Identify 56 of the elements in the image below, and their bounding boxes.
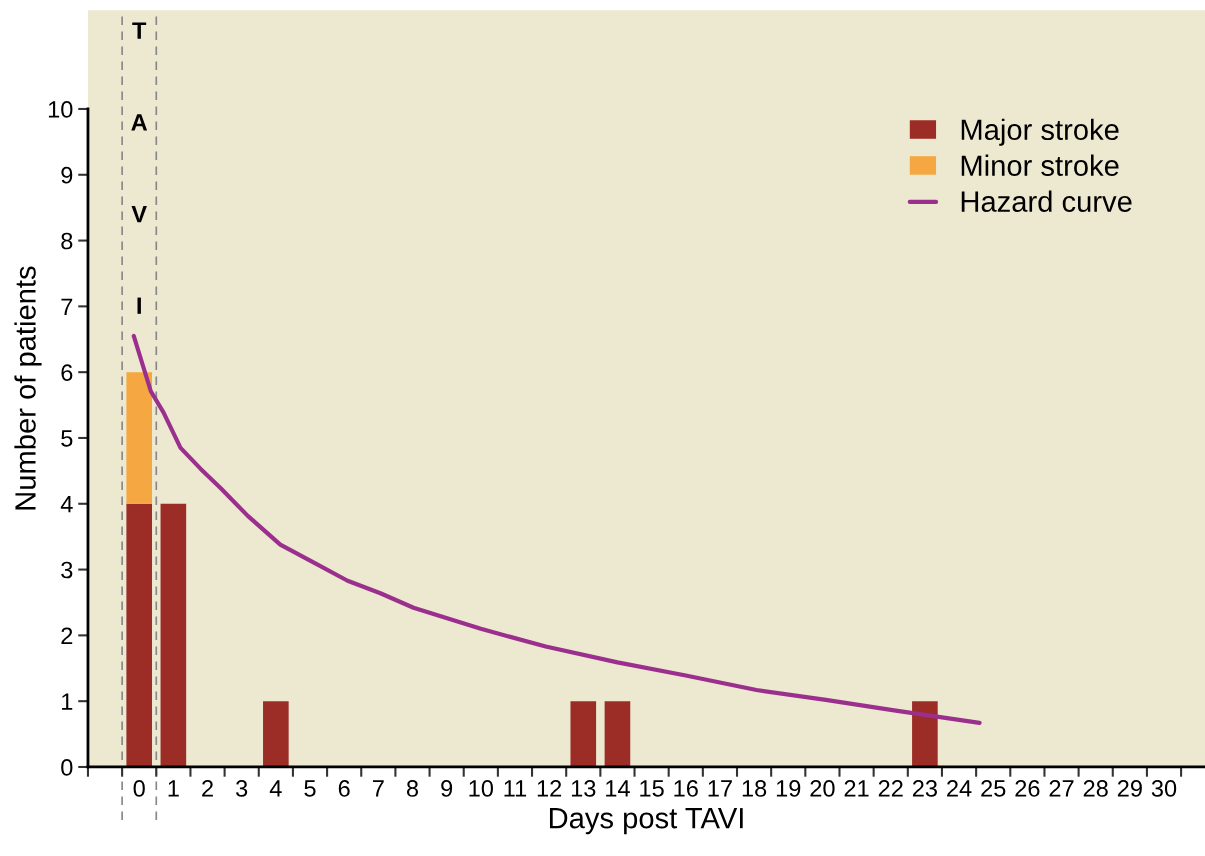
x-tick-label: 23: [912, 780, 937, 797]
x-tick-label: 11: [504, 780, 527, 797]
bar: [160, 503, 187, 767]
x-tick-label: 22: [878, 780, 903, 797]
x-tick-label: 10: [469, 780, 494, 797]
bar: [570, 701, 597, 767]
x-tick-label: 21: [844, 780, 869, 797]
y-tick-label: 6: [61, 364, 73, 381]
y-axis-title: Number of patients: [14, 266, 42, 510]
x-tick-label: 16: [674, 780, 698, 797]
y-tick-label: 0: [61, 759, 73, 776]
y-tick-label: 10: [48, 101, 73, 118]
x-tick-label: 30: [1151, 780, 1177, 797]
x-tick-label: 18: [742, 780, 767, 797]
y-tick-label: 4: [60, 496, 73, 513]
y-tick-label: 5: [61, 430, 73, 447]
y-tick-label: 9: [61, 166, 73, 184]
legend-label: Minor stroke: [961, 154, 1119, 177]
x-tick-label: 12: [537, 780, 562, 797]
x-tick-label: 27: [1049, 780, 1074, 797]
bar: [912, 701, 938, 767]
x-tick-label: 1: [168, 780, 179, 797]
x-tick-label: 4: [269, 780, 282, 797]
x-tick-label: 15: [640, 780, 664, 797]
x-tick-label: 8: [406, 780, 419, 797]
y-tick-label: 3: [61, 561, 73, 579]
x-tick-label: 6: [338, 780, 350, 797]
x-tick-label: 5: [304, 780, 316, 797]
bar: [604, 701, 631, 767]
bar: [263, 701, 289, 767]
line-series: [131, 333, 982, 725]
x-axis-title: Days post TAVI: [549, 808, 743, 835]
x-tick-label: 3: [236, 780, 248, 797]
x-tick-label: 20: [810, 780, 835, 797]
x-tick-label: 29: [1117, 780, 1142, 797]
x-tick-label: 0: [133, 780, 145, 797]
y-tick-label: 1: [62, 693, 73, 710]
y-tick-label: 8: [61, 232, 73, 250]
text: TAVI: [131, 22, 148, 314]
bar: [126, 372, 153, 504]
x-tick-label: 2: [202, 780, 213, 797]
x-tick-label: 26: [1015, 780, 1040, 797]
x-tick-label: 7: [372, 780, 384, 797]
legend-label: Major stroke: [961, 118, 1119, 146]
x-tick-label: 25: [981, 780, 1006, 797]
x-tick-label: 17: [708, 780, 732, 797]
legend-label: Hazard curve: [961, 190, 1132, 212]
x-tick-label: 13: [571, 780, 596, 797]
y-tick-label: 7: [61, 298, 73, 315]
y-tick-label: 2: [61, 627, 73, 644]
x-tick-label: 19: [776, 780, 801, 797]
x-tick-label: 24: [947, 780, 972, 797]
x-tick-label: 14: [606, 780, 630, 797]
x-tick-label: 28: [1083, 780, 1108, 797]
bar: [126, 503, 153, 767]
x-tick-label: 9: [441, 780, 453, 797]
